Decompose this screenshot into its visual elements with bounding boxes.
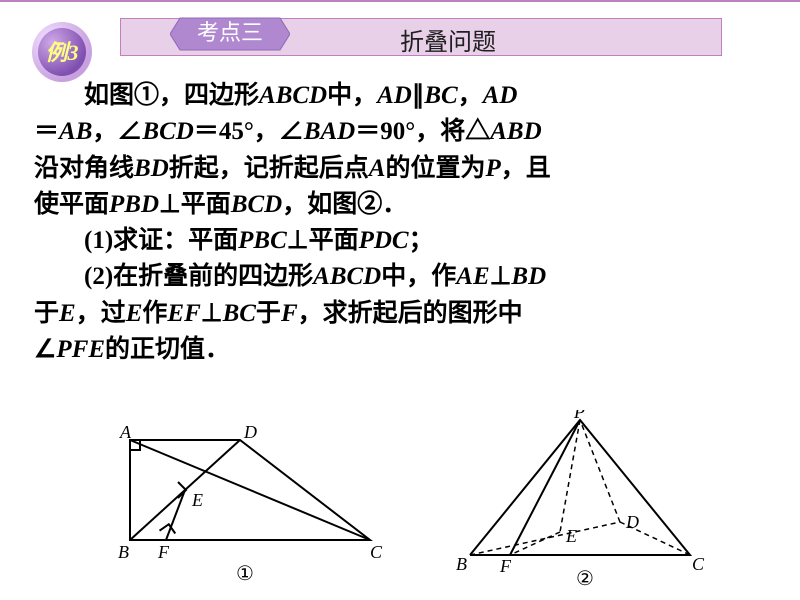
- t: ，且: [501, 155, 551, 182]
- t: 的位置为: [385, 155, 485, 182]
- lblF: F: [157, 542, 170, 562]
- t: BCD: [142, 118, 193, 145]
- t: BD: [134, 155, 169, 182]
- t: F: [281, 300, 298, 327]
- t: ⊥: [159, 191, 181, 218]
- t: AE: [456, 263, 489, 290]
- lblE2: E: [565, 526, 577, 546]
- t: 平面: [309, 227, 359, 254]
- t: ＝90°，: [355, 118, 440, 145]
- t: 作: [142, 300, 167, 327]
- top-border-line: [0, 0, 800, 2]
- t: PDC: [359, 227, 409, 254]
- t: BC: [223, 300, 256, 327]
- example-badge: 例3: [30, 20, 94, 84]
- t: BC: [424, 82, 457, 109]
- t: 于: [34, 300, 59, 327]
- t: 如图①，四边形: [84, 82, 259, 109]
- t: ∠: [279, 118, 304, 145]
- t: ∥: [412, 82, 425, 109]
- t: ＝45°，: [194, 118, 279, 145]
- t: ABCD: [259, 82, 327, 109]
- t: ，: [92, 118, 117, 145]
- t: BAD: [304, 118, 355, 145]
- t: ；: [409, 227, 434, 254]
- t: E: [59, 300, 76, 327]
- t: ＝: [34, 118, 59, 145]
- figure-2: P B C D E F ②: [440, 410, 720, 590]
- t: AD: [483, 82, 518, 109]
- lblF2: F: [499, 556, 512, 576]
- t: E: [126, 300, 143, 327]
- t: 将△: [440, 118, 490, 145]
- t: P: [485, 155, 500, 182]
- t: ⊥: [201, 300, 223, 327]
- lblD2: D: [625, 512, 639, 532]
- fig2-caption: ②: [576, 568, 594, 590]
- t: BCD: [231, 191, 282, 218]
- t: ⊥: [490, 263, 512, 290]
- t: 平面: [181, 191, 231, 218]
- t: 折起，记折起后点: [169, 155, 369, 182]
- t: (1)求证：平面: [84, 227, 238, 254]
- t: ⊥: [287, 227, 309, 254]
- t: 使平面: [34, 191, 109, 218]
- t: ，如图②．: [282, 191, 407, 218]
- t: PFE: [56, 336, 105, 363]
- lblB2: B: [456, 554, 467, 574]
- t: ABD: [490, 118, 541, 145]
- lblP: P: [573, 410, 585, 422]
- problem-text: 如图①，四边形ABCD中，AD∥BC，AD ＝AB，∠BCD＝45°，∠BAD＝…: [34, 78, 766, 368]
- header-tab-shape: 考点三: [170, 10, 290, 58]
- t: 的正切值．: [105, 336, 230, 363]
- lblC2: C: [692, 554, 705, 574]
- t: ABCD: [313, 263, 381, 290]
- t: (2)在折叠前的四边形: [84, 263, 313, 290]
- t: 沿对角线: [34, 155, 134, 182]
- figure-1: A B C D E F ①: [100, 420, 390, 590]
- t: ，求折起后的图形中: [298, 300, 523, 327]
- t: A: [369, 155, 386, 182]
- t: ，过: [76, 300, 126, 327]
- t: 中，作: [381, 263, 456, 290]
- t: AD: [377, 82, 412, 109]
- t: 中，: [327, 82, 377, 109]
- lblA: A: [119, 422, 132, 442]
- t: PBC: [238, 227, 287, 254]
- header-title: 折叠问题: [400, 22, 496, 57]
- figures-container: A B C D E F ① P B C D E F ②: [60, 420, 760, 590]
- t: AB: [59, 118, 92, 145]
- lblE: E: [191, 490, 203, 510]
- fig1-caption: ①: [236, 563, 254, 585]
- lblD: D: [243, 422, 257, 442]
- example-badge-label: 例3: [45, 40, 78, 65]
- t: PBD: [109, 191, 159, 218]
- header-tab-label: 考点三: [197, 20, 263, 45]
- t: EF: [167, 300, 200, 327]
- t: ，: [458, 82, 483, 109]
- t: ∠: [117, 118, 142, 145]
- t: ∠: [34, 336, 56, 363]
- lblB: B: [118, 542, 129, 562]
- lblC: C: [370, 542, 383, 562]
- t: 于: [256, 300, 281, 327]
- t: BD: [511, 263, 546, 290]
